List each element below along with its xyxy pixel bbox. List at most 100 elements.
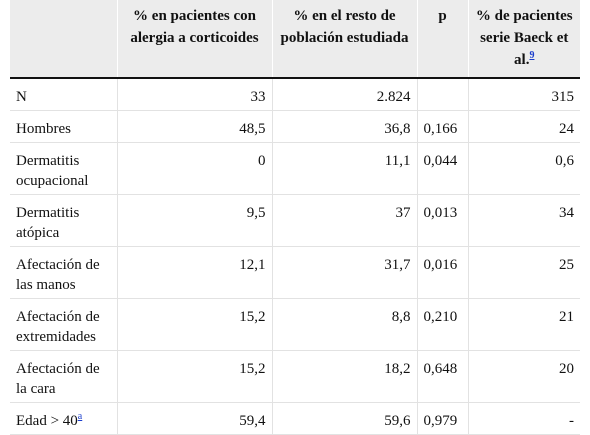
- cell: 9,5: [116, 194, 272, 247]
- cell: 33: [116, 78, 272, 111]
- cell-text: 8,8: [391, 309, 411, 325]
- cell-text: 31,7: [384, 257, 411, 273]
- cell-text: 11,1: [384, 153, 411, 169]
- cell-text: 59,4: [239, 413, 266, 429]
- table-body: N 33 2.824 315 Hombres 48,5 36,8 0,166 24 Dermati…: [10, 78, 580, 435]
- header-text: % en pacientes con alergia a corticoides: [130, 8, 259, 46]
- header-text: % de pacientes serie Baeck et al.: [475, 8, 573, 68]
- header-cell: % en pacientes con alergia a corticoides: [116, 0, 272, 79]
- cell: 0,013: [416, 194, 468, 247]
- cell: 12,1: [116, 246, 272, 299]
- cell: 8,8: [271, 298, 417, 351]
- cell: 0,044: [416, 142, 468, 195]
- table-row: N 33 2.824 315: [10, 78, 580, 111]
- cell-text: Hombres: [16, 121, 71, 137]
- cell: 34: [467, 194, 580, 247]
- cell-text: 15,2: [239, 309, 266, 325]
- cell-text: 25: [559, 257, 574, 273]
- cell-text: 36,8: [384, 121, 411, 137]
- row-label: Dermatitis ocupacional: [10, 142, 117, 195]
- cell: 0,016: [416, 246, 468, 299]
- cell-text: 315: [551, 89, 575, 105]
- cell: 0,979: [416, 402, 468, 435]
- cell: 15,2: [116, 298, 272, 351]
- cell: 21: [467, 298, 580, 351]
- cell-text: Afectación de extremidades: [16, 309, 100, 345]
- cell: -: [467, 402, 580, 435]
- cell-text: 0,210: [423, 309, 458, 325]
- cell-text: Dermatitis atópica: [16, 205, 80, 241]
- cell-text: 59,6: [384, 413, 411, 429]
- cell: 37: [271, 194, 417, 247]
- table-row: Hombres 48,5 36,8 0,166 24: [10, 110, 580, 143]
- cell-text: 0: [258, 153, 266, 169]
- cell-text: 0,979: [423, 413, 458, 429]
- header-text: p: [438, 8, 447, 24]
- reference-link[interactable]: 9: [529, 50, 535, 61]
- row-label: Afectación de las manos: [10, 246, 117, 299]
- cell-text: 0,648: [423, 361, 458, 377]
- header-cell: p: [416, 0, 468, 79]
- cell-text: -: [569, 413, 574, 429]
- data-table: % en pacientes con alergia a corticoides…: [10, 0, 580, 435]
- table-row: Dermatitis atópica 9,5 37 0,013 34: [10, 194, 580, 247]
- header-cell: % en el resto de población estudiada: [271, 0, 417, 79]
- cell: 31,7: [271, 246, 417, 299]
- cell-text: Afectación de la cara: [16, 361, 100, 397]
- header-text: % en el resto de población estudiada: [280, 8, 409, 46]
- cell: 11,1: [271, 142, 417, 195]
- cell: 20: [467, 350, 580, 403]
- header-cell: [10, 0, 117, 79]
- row-label: Afectación de la cara: [10, 350, 117, 403]
- cell-text: 12,1: [239, 257, 266, 273]
- cell-text: Edad > 40: [16, 413, 78, 429]
- cell: 0,166: [416, 110, 468, 143]
- cell-text: 0,044: [423, 153, 458, 169]
- row-label: Dermatitis atópica: [10, 194, 117, 247]
- table-row: Dermatitis ocupacional 0 11,1 0,044 0,6: [10, 142, 580, 195]
- table-row: Edad > 40a 59,4 59,6 0,979 -: [10, 402, 580, 435]
- cell-text: 15,2: [239, 361, 266, 377]
- table-row: Afectación de las manos 12,1 31,7 0,016 25: [10, 246, 580, 299]
- cell: 15,2: [116, 350, 272, 403]
- cell: 0,6: [467, 142, 580, 195]
- cell-text: 18,2: [384, 361, 411, 377]
- row-label: N: [10, 78, 117, 111]
- cell: 36,8: [271, 110, 417, 143]
- cell: 2.824: [271, 78, 417, 111]
- cell-text: 0,166: [423, 121, 458, 137]
- cell-text: N: [16, 89, 27, 105]
- cell-text: 0,013: [423, 205, 458, 221]
- row-label: Edad > 40a: [10, 402, 117, 435]
- cell-text: 9,5: [246, 205, 266, 221]
- cell-text: 2.824: [376, 89, 411, 105]
- cell-text: 33: [250, 89, 266, 105]
- cell: 315: [467, 78, 580, 111]
- cell-text: 0,016: [423, 257, 458, 273]
- cell-text: 48,5: [239, 121, 266, 137]
- cell-text: 20: [559, 361, 574, 377]
- footnote-link[interactable]: a: [77, 411, 83, 422]
- cell: 59,6: [271, 402, 417, 435]
- cell-text: 21: [559, 309, 574, 325]
- cell-text: 34: [559, 205, 574, 221]
- cell: 48,5: [116, 110, 272, 143]
- header-cell: % de pacientes serie Baeck et al.9: [467, 0, 580, 79]
- row-label: Hombres: [10, 110, 117, 143]
- cell-text: 0,6: [555, 153, 574, 169]
- cell-text: 37: [395, 205, 411, 221]
- cell: 24: [467, 110, 580, 143]
- cell: 18,2: [271, 350, 417, 403]
- cell: 0,210: [416, 298, 468, 351]
- cell-text: Afectación de las manos: [16, 257, 100, 293]
- cell: 0: [116, 142, 272, 195]
- cell: 0,648: [416, 350, 468, 403]
- row-label: Afectación de extremidades: [10, 298, 117, 351]
- cell-text: Dermatitis ocupacional: [16, 153, 89, 189]
- cell: 59,4: [116, 402, 272, 435]
- cell: 25: [467, 246, 580, 299]
- header-row: % en pacientes con alergia a corticoides…: [10, 0, 580, 79]
- table-row: Afectación de extremidades 15,2 8,8 0,210 21: [10, 298, 580, 351]
- cell-text: 24: [559, 121, 574, 137]
